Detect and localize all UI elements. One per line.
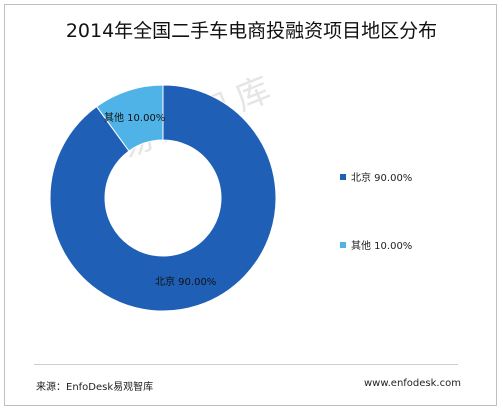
source-text: 来源：EnfoDesk易观智库 (36, 382, 154, 393)
slice-beijing (49, 84, 277, 312)
donut-slices (49, 84, 277, 312)
legend-swatch-other (340, 241, 346, 248)
legend-item-other: 其他 10.00% (340, 237, 412, 252)
data-label-beijing: 北京 90.00% (155, 275, 216, 288)
chart-title: 2014年全国二手车电商投融资项目地区分布 (65, 20, 438, 42)
legend-swatch-beijing (340, 173, 346, 180)
legend-label-beijing: 北京 90.00% (351, 173, 413, 184)
site-url: www.enfodesk.com (364, 378, 461, 389)
legend-item-beijing: 北京 90.00% (340, 169, 412, 184)
data-label-other: 其他 10.00% (104, 111, 165, 124)
footer-divider (34, 364, 458, 365)
legend-label-other: 其他 10.00% (351, 241, 413, 252)
